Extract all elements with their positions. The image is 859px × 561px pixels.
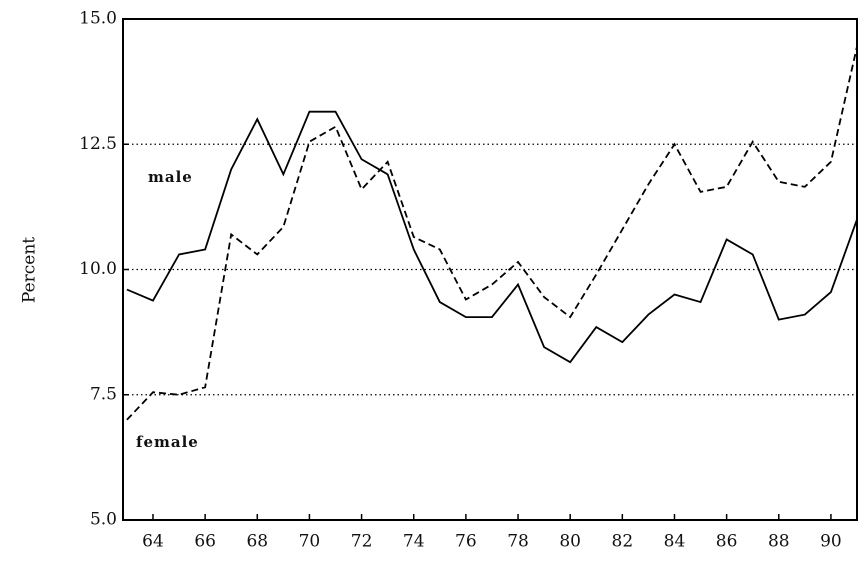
annotation: female xyxy=(136,433,199,451)
x-tick-label: 88 xyxy=(768,532,790,552)
x-tick-label: 68 xyxy=(246,532,268,552)
x-tick-label: 80 xyxy=(559,532,581,552)
y-tick-label: 5.0 xyxy=(90,510,117,530)
y-tick-label: 15.0 xyxy=(79,9,117,29)
x-tick-label: 90 xyxy=(820,532,842,552)
y-tick-label: 12.5 xyxy=(79,134,117,154)
x-tick-label: 66 xyxy=(194,532,216,552)
x-tick-label: 76 xyxy=(455,532,477,552)
series-line xyxy=(126,110,858,364)
x-tick-label: 78 xyxy=(507,532,529,552)
x-tick-label: 64 xyxy=(142,532,164,552)
x-tick-label: 84 xyxy=(664,532,686,552)
series-line xyxy=(126,46,858,421)
plot-frame xyxy=(122,18,858,521)
y-tick-label: 7.5 xyxy=(90,384,117,404)
y-axis-label: Percent xyxy=(20,237,40,303)
x-tick-label: 86 xyxy=(716,532,738,552)
x-tick-label: 74 xyxy=(403,532,425,552)
x-tick-label: 72 xyxy=(351,532,373,552)
annotation: male xyxy=(148,168,193,186)
x-tick-label: 70 xyxy=(299,532,321,552)
x-tick-label: 82 xyxy=(612,532,634,552)
y-tick-label: 10.0 xyxy=(79,259,117,279)
